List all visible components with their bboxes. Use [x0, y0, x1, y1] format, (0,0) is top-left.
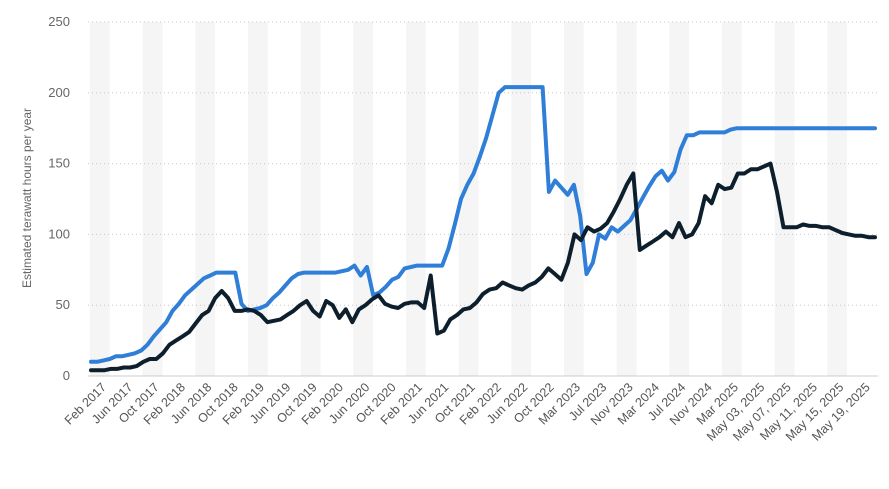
background-band: [300, 22, 321, 376]
background-band: [564, 22, 584, 376]
background-band: [669, 22, 690, 376]
background-band: [774, 22, 795, 376]
series-lines: [89, 85, 877, 373]
background-band: [406, 22, 426, 376]
background-band: [722, 22, 742, 376]
y-tick-label: 0: [63, 368, 70, 383]
series-line-1: [89, 85, 877, 364]
background-band: [616, 22, 637, 376]
y-tick-label: 50: [56, 297, 70, 312]
background-band: [142, 22, 163, 376]
background-band: [353, 22, 374, 376]
background-band: [458, 22, 479, 376]
background-band: [511, 22, 532, 376]
y-axis-label: Estimated terawatt hours per year: [20, 108, 34, 288]
background-band: [248, 22, 268, 376]
series-line-2: [89, 161, 877, 373]
y-tick-label: 250: [48, 14, 70, 29]
background-band: [827, 22, 848, 376]
background-bands: [90, 22, 848, 376]
y-tick-label: 200: [48, 85, 70, 100]
background-band: [90, 22, 110, 376]
y-gridlines: [88, 21, 878, 377]
y-tick-label: 100: [48, 226, 70, 241]
y-axis-ticks: 0 50 100 150 200 250: [48, 14, 70, 383]
background-band: [195, 22, 216, 376]
y-tick-label: 150: [48, 156, 70, 171]
